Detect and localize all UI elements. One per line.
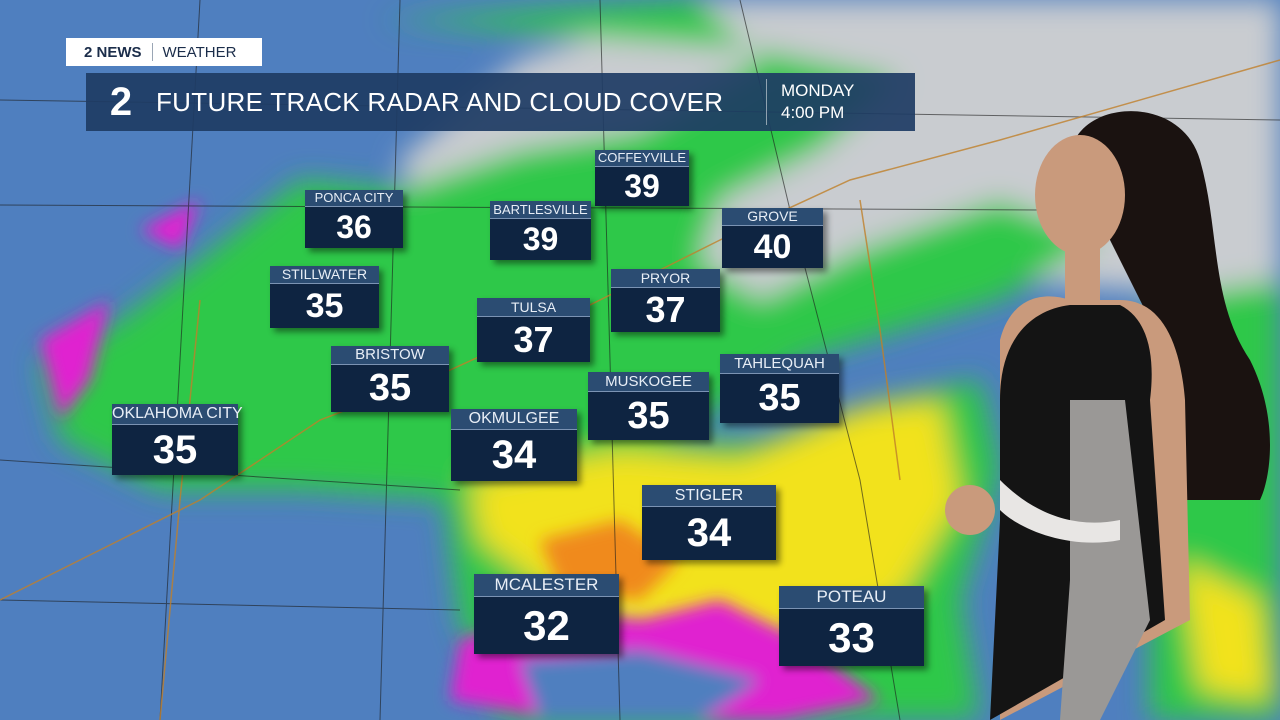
city-temp-label: COFFEYVILLE 39 [595, 150, 689, 206]
station-name: 2 NEWS [84, 43, 142, 61]
city-temp-label: PRYOR 37 [611, 269, 720, 332]
city-temp-label: MUSKOGEE 35 [588, 372, 709, 440]
city-name: STILLWATER [270, 266, 379, 284]
forecast-time: MONDAY 4:00 PM [766, 79, 915, 125]
station-logo-tab: 2 NEWS WEATHER [66, 38, 262, 66]
city-temperature: 35 [112, 425, 238, 475]
city-temp-label: MCALESTER 32 [474, 574, 619, 654]
city-name: TAHLEQUAH [720, 354, 839, 374]
graphic-title: FUTURE TRACK RADAR AND CLOUD COVER [156, 86, 724, 117]
city-name: OKMULGEE [451, 409, 577, 430]
city-name: PONCA CITY [305, 190, 403, 207]
forecast-hour: 4:00 PM [781, 103, 845, 122]
section-name: WEATHER [162, 43, 237, 61]
channel-logo: 2 [109, 79, 133, 124]
city-temp-label: GROVE 40 [722, 208, 823, 268]
city-name: BRISTOW [331, 346, 449, 365]
city-temperature: 35 [270, 284, 379, 328]
city-name: GROVE [722, 208, 823, 226]
city-temp-label: POTEAU 33 [779, 586, 924, 666]
city-temperature: 36 [305, 207, 403, 248]
weather-presenter [945, 111, 1270, 720]
city-temperature: 33 [779, 609, 924, 666]
forecast-day: MONDAY [781, 81, 855, 100]
city-temp-label: STILLWATER 35 [270, 266, 379, 328]
city-name: MUSKOGEE [588, 372, 709, 392]
city-temperature: 35 [720, 374, 839, 423]
city-temp-label: OKLAHOMA CITY 35 [112, 404, 243, 475]
city-temp-label: OKMULGEE 34 [451, 409, 577, 481]
city-temp-label: PONCA CITY 36 [305, 190, 403, 248]
city-name: MCALESTER [474, 574, 619, 597]
divider [151, 43, 153, 61]
city-name: TULSA [477, 298, 590, 317]
city-temperature: 32 [474, 597, 619, 654]
city-name: COFFEYVILLE [595, 150, 689, 167]
city-name: BARTLESVILLE [490, 201, 591, 219]
city-temperature: 39 [595, 167, 689, 206]
city-temperature: 40 [722, 226, 823, 268]
city-name: OKLAHOMA CITY [112, 404, 243, 425]
city-temperature: 37 [477, 317, 590, 362]
city-temperature: 37 [611, 288, 720, 332]
city-temperature: 34 [642, 507, 776, 560]
city-name: POTEAU [779, 586, 924, 609]
title-bar: 2 FUTURE TRACK RADAR AND CLOUD COVER MON… [86, 73, 915, 131]
city-name: PRYOR [611, 269, 720, 288]
city-temp-label: BARTLESVILLE 39 [490, 201, 591, 260]
city-temperature: 34 [451, 430, 577, 481]
city-temperature: 35 [588, 392, 709, 440]
city-temp-label: TAHLEQUAH 35 [720, 354, 839, 423]
city-temp-label: BRISTOW 35 [331, 346, 449, 412]
city-name: STIGLER [642, 485, 776, 507]
city-temperature: 39 [490, 219, 591, 260]
city-temp-label: STIGLER 34 [642, 485, 776, 560]
city-temperature: 35 [331, 365, 449, 412]
city-temp-label: TULSA 37 [477, 298, 590, 362]
